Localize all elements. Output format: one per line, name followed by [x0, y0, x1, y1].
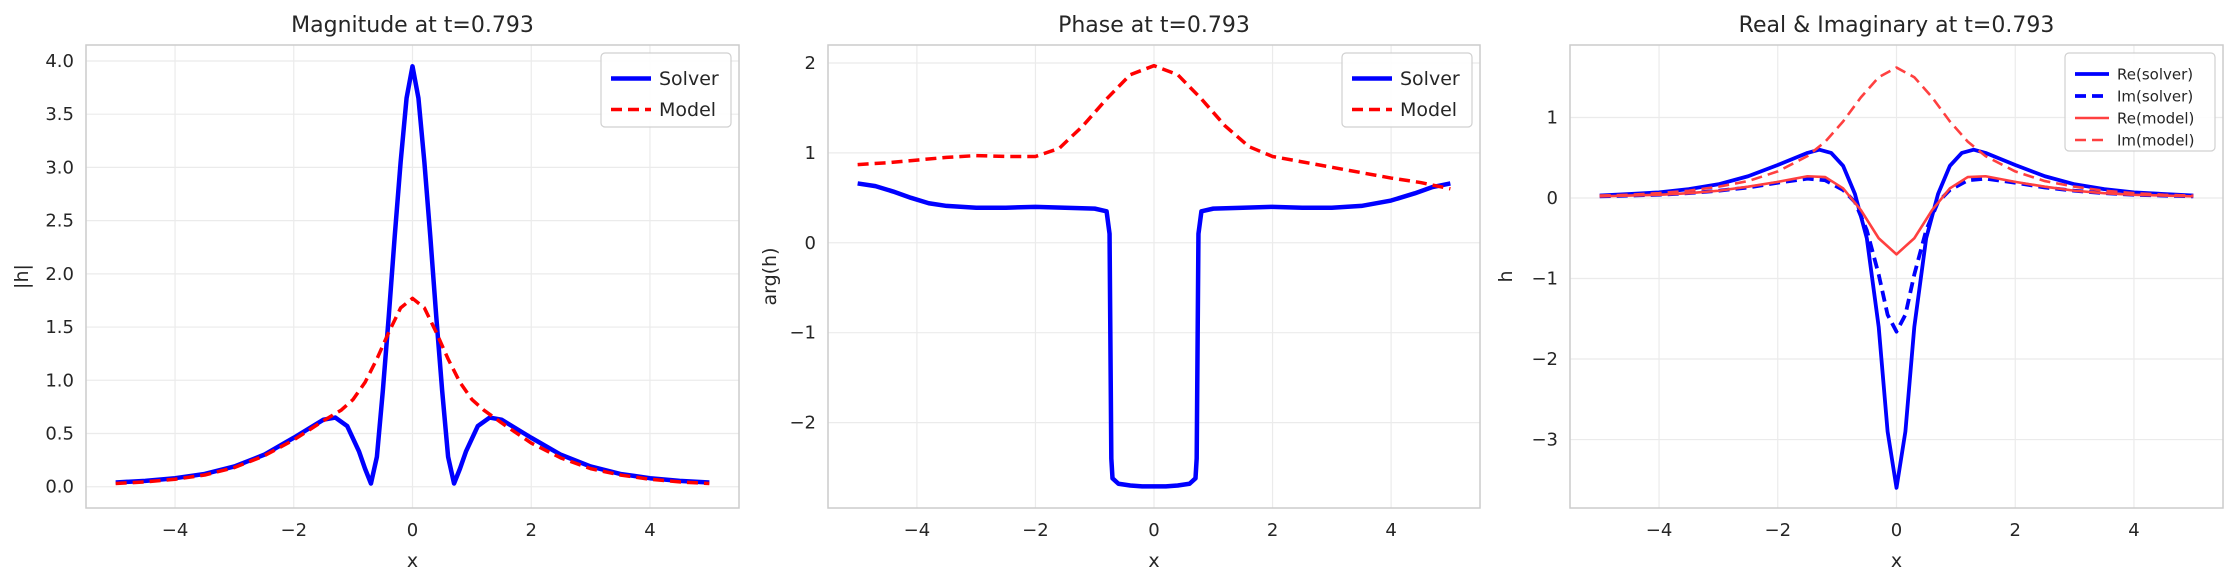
series-line-solver: [857, 181, 1451, 489]
y-tick-label: 1.0: [45, 370, 74, 391]
legend-box: [2064, 52, 2216, 152]
y-axis-label: |h|: [11, 264, 33, 289]
x-tick-label: −2: [1022, 520, 1049, 541]
x-tick-label: −4: [162, 520, 189, 541]
x-axis-label: x: [1148, 550, 1159, 572]
series-line-model: [857, 63, 1451, 191]
legend-label: Model: [659, 99, 716, 121]
chart-panel-2: −4 −2 0 2 4 −2 −1 0 1 2 Phase at t=0.793 x arg(h) Sol…: [759, 13, 1481, 572]
y-axis-label: arg(h): [759, 247, 781, 305]
chart-title: Magnitude at t=0.793: [291, 13, 534, 38]
x-tick-label: 4: [1385, 520, 1396, 541]
legend-label: Re(model): [2117, 109, 2194, 127]
y-tick-label: 0: [805, 233, 816, 254]
y-tick-label: −3: [1531, 430, 1558, 451]
x-axis-label: x: [407, 550, 418, 572]
x-tick-label: 0: [407, 520, 418, 541]
y-tick-label: 3.5: [45, 104, 74, 125]
plot-frame: [85, 44, 740, 509]
legend-label: Re(solver): [2117, 65, 2193, 83]
chart-panel-3: −4 −2 0 2 4 −3 −2 −1 0 1 Real & Imaginary at t=0.7…: [1495, 13, 2224, 572]
chart-panel-1: −4 −2 0 2 4 0.0 0.5 1.0 1.5 2.0 2.5 3.0 3.5 4.0 Magnit…: [11, 13, 740, 572]
y-tick-label: 3.0: [45, 157, 74, 178]
series-line-solver: [115, 64, 710, 486]
legend: Re(solver) Im(solver) Re(model) Im(model): [2064, 52, 2216, 152]
x-tick-label: 0: [1148, 520, 1159, 541]
x-tick-label: −2: [280, 520, 307, 541]
legend-label: Model: [1400, 99, 1457, 121]
y-axis-label: h: [1495, 270, 1517, 282]
legend-label: Im(model): [2117, 131, 2194, 149]
y-tick-label: −2: [1531, 349, 1558, 370]
x-tick-label: 4: [2128, 520, 2139, 541]
y-tick-label: 0: [1547, 188, 1558, 209]
y-tick-label: 2.5: [45, 211, 74, 232]
legend: Solver Model: [600, 52, 732, 128]
y-tick-label: 1: [805, 143, 816, 164]
legend: Solver Model: [1341, 52, 1473, 128]
chart-title: Phase at t=0.793: [1058, 13, 1250, 38]
legend-label: Solver: [1400, 68, 1460, 90]
y-tick-label: 4.0: [45, 51, 74, 72]
x-tick-label: 2: [526, 520, 537, 541]
series-line-re-model: [1599, 174, 2194, 256]
y-tick-label: −1: [789, 323, 816, 344]
y-tick-label: 1.5: [45, 317, 74, 338]
chart-title: Real & Imaginary at t=0.793: [1739, 13, 2055, 38]
y-tick-label: 2.0: [45, 264, 74, 285]
y-tick-label: 0.5: [45, 423, 74, 444]
x-tick-label: −4: [1646, 520, 1673, 541]
y-tick-label: 0.0: [45, 477, 74, 498]
x-tick-label: 2: [2010, 520, 2021, 541]
x-tick-label: 4: [644, 520, 655, 541]
x-tick-label: −4: [904, 520, 931, 541]
series-line-model: [115, 296, 710, 486]
y-tick-label: 2: [805, 53, 816, 74]
y-tick-label: −1: [1531, 269, 1558, 290]
x-tick-label: 2: [1267, 520, 1278, 541]
x-axis-label: x: [1891, 550, 1902, 572]
y-tick-label: 1: [1547, 107, 1558, 128]
plot-frame: [827, 44, 1481, 509]
series-line-im-model: [1599, 66, 2194, 197]
y-tick-label: −2: [789, 413, 816, 434]
series-line-re-solver: [1599, 147, 2194, 490]
x-tick-label: 0: [1891, 520, 1902, 541]
legend-label: Im(solver): [2117, 87, 2193, 105]
x-tick-label: −2: [1764, 520, 1791, 541]
plot-frame: [1569, 44, 2224, 509]
legend-label: Solver: [659, 68, 719, 90]
